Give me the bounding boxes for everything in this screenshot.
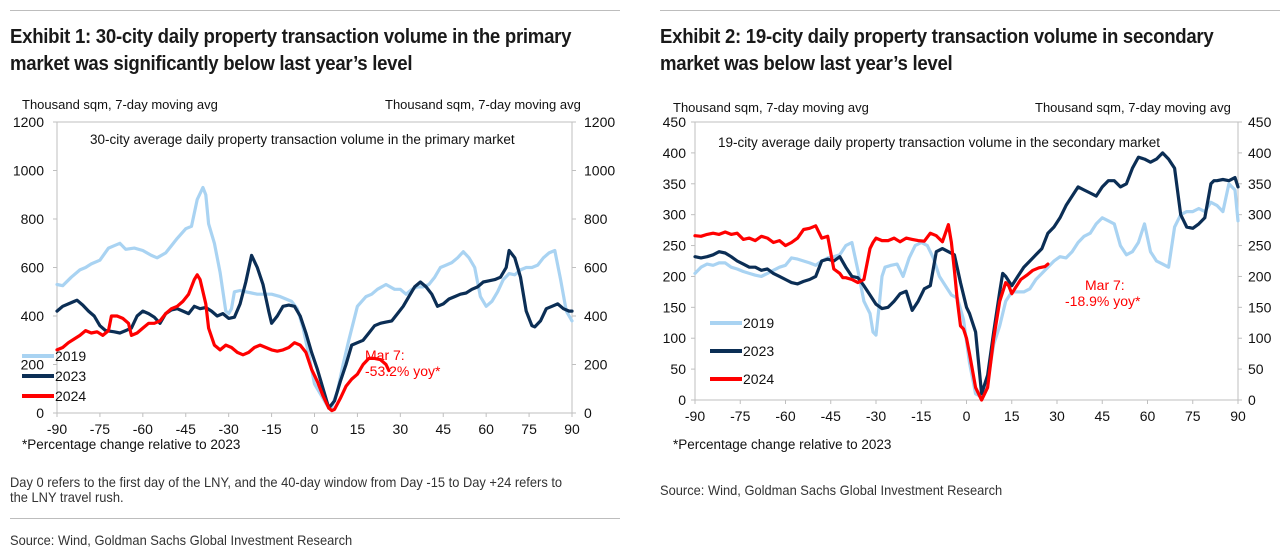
x-tick-label: -15: [261, 421, 281, 437]
y-tick-label-right: 150: [1248, 299, 1272, 315]
exhibit-1-title-line-1: Exhibit 1: 30-city daily property transa…: [10, 26, 572, 48]
exhibit-2-source: Source: Wind, Goldman Sachs Global Inves…: [660, 482, 1003, 498]
x-tick-label: -30: [219, 421, 239, 437]
exhibit-1-source: Source: Wind, Goldman Sachs Global Inves…: [10, 532, 353, 548]
y-tick-label-right: 0: [584, 405, 592, 421]
exhibit-2-title-line-1: Exhibit 2: 19-city daily property transa…: [660, 26, 1214, 48]
x-tick-label: 0: [963, 408, 971, 424]
y-tick-label-right: 300: [1248, 207, 1272, 223]
legend-label-2023: 2023: [743, 343, 774, 359]
y-tick-label-left: 400: [663, 145, 687, 161]
exhibit-2-title-line-2: market was below last year’s level: [660, 53, 953, 75]
x-tick-label: 30: [1049, 408, 1065, 424]
x-tick-label: 90: [564, 421, 580, 437]
x-tick-label: -60: [775, 408, 795, 424]
y-tick-label-left: 450: [663, 114, 687, 130]
series-line-2024: [55, 273, 391, 413]
left-axis-unit-label: Thousand sqm, 7-day moving avg: [22, 97, 218, 112]
y-tick-label-right: 100: [1248, 330, 1272, 346]
y-tick-label-left: 1200: [13, 114, 44, 130]
exhibit-1-footnote: *Percentage change relative to 2023: [22, 437, 241, 452]
y-tick-label-right: 450: [1248, 114, 1272, 130]
annotation-date: Mar 7:: [365, 347, 405, 363]
legend-label-2024: 2024: [743, 371, 774, 387]
exhibit-2-footnote: *Percentage change relative to 2023: [673, 437, 892, 452]
x-tick-label: 60: [478, 421, 494, 437]
x-tick-label: -45: [176, 421, 196, 437]
legend-label-2023: 2023: [55, 368, 86, 384]
x-tick-label: 90: [1230, 408, 1246, 424]
y-tick-label-right: 1000: [584, 163, 615, 179]
y-tick-label-right: 200: [1248, 268, 1272, 284]
x-tick-label: -30: [866, 408, 886, 424]
y-tick-label-right: 600: [584, 260, 608, 276]
top-divider: [660, 10, 1280, 11]
x-tick-label: -45: [821, 408, 841, 424]
exhibit-1-note-line-2: the LNY travel rush.: [10, 489, 124, 505]
y-tick-label-right: 350: [1248, 176, 1272, 192]
left-axis-unit-label: Thousand sqm, 7-day moving avg: [673, 100, 869, 115]
y-tick-label-left: 400: [21, 308, 45, 324]
x-tick-label: 60: [1140, 408, 1156, 424]
top-divider: [10, 10, 620, 11]
y-tick-label-left: 200: [663, 268, 687, 284]
x-tick-label: 75: [1185, 408, 1201, 424]
y-tick-label-right: 400: [1248, 145, 1272, 161]
x-tick-label: -90: [47, 421, 67, 437]
x-tick-label: -75: [730, 408, 750, 424]
y-tick-label-right: 0: [1248, 392, 1256, 408]
y-tick-label-left: 200: [21, 357, 45, 373]
y-tick-label-left: 150: [663, 299, 687, 315]
y-tick-label-left: 0: [678, 392, 686, 408]
x-tick-label: 75: [521, 421, 537, 437]
y-tick-label-left: 100: [663, 330, 687, 346]
exhibit-1-title-line-2: market was significantly below last year…: [10, 53, 413, 75]
x-tick-label: 45: [435, 421, 451, 437]
series-line-2023: [693, 151, 1240, 396]
y-tick-label-right: 400: [584, 308, 608, 324]
annotation-yoy: -18.9% yoy*: [1065, 293, 1141, 309]
x-tick-label: -90: [685, 408, 705, 424]
x-tick-label: 15: [350, 421, 366, 437]
chart-inner-title: 30-city average daily property transacti…: [90, 132, 515, 147]
legend-label-2019: 2019: [743, 315, 774, 331]
y-tick-label-left: 300: [663, 207, 687, 223]
x-tick-label: 15: [1004, 408, 1020, 424]
y-tick-label-right: 200: [584, 357, 608, 373]
y-tick-label-right: 50: [1248, 361, 1264, 377]
exhibit-1-note-line-1: Day 0 refers to the first day of the LNY…: [10, 474, 563, 490]
y-tick-label-left: 600: [21, 260, 45, 276]
y-tick-label-left: 0: [36, 405, 44, 421]
x-tick-label: 45: [1094, 408, 1110, 424]
y-tick-label-left: 1000: [13, 163, 44, 179]
chart-inner-title: 19-city average daily property transacti…: [718, 135, 1160, 150]
legend-label-2019: 2019: [55, 348, 86, 364]
y-tick-label-left: 350: [663, 176, 687, 192]
y-tick-label-right: 250: [1248, 238, 1272, 254]
series-line-2023: [55, 248, 574, 410]
legend-label-2024: 2024: [55, 388, 86, 404]
right-axis-unit-label: Thousand sqm, 7-day moving avg: [1035, 100, 1231, 115]
x-tick-label: 0: [311, 421, 319, 437]
annotation-yoy: -53.2% yoy*: [365, 363, 441, 379]
x-tick-label: -75: [90, 421, 110, 437]
series-line-2019: [693, 182, 1240, 399]
right-axis-unit-label: Thousand sqm, 7-day moving avg: [385, 97, 581, 112]
y-tick-label-right: 1200: [584, 114, 615, 130]
annotation-date: Mar 7:: [1085, 277, 1125, 293]
x-tick-label: -60: [133, 421, 153, 437]
x-tick-label: -15: [911, 408, 931, 424]
source-divider: [10, 518, 620, 519]
y-tick-label-left: 250: [663, 238, 687, 254]
x-tick-label: 30: [393, 421, 409, 437]
y-tick-label-left: 50: [670, 361, 686, 377]
series-line-2019: [55, 185, 574, 410]
y-tick-label-right: 800: [584, 211, 608, 227]
y-tick-label-left: 800: [21, 211, 45, 227]
series-line-2024: [693, 223, 1050, 402]
